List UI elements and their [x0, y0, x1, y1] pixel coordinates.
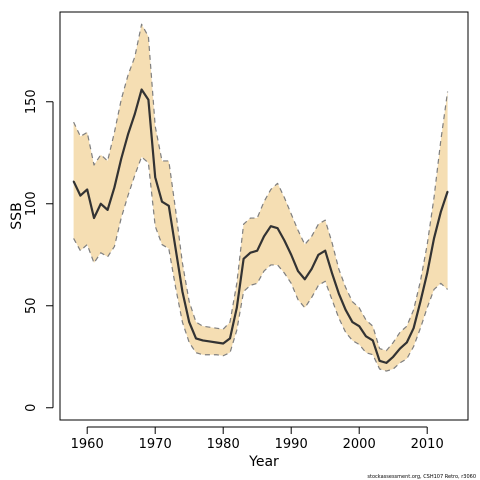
data-point [331, 272, 333, 274]
data-point [127, 133, 129, 136]
data-point [249, 251, 252, 254]
y-tick-label: 50 [24, 297, 39, 314]
data-point [372, 339, 374, 342]
data-point [324, 249, 327, 252]
data-point [147, 98, 150, 101]
data-point [195, 337, 197, 340]
data-point [236, 307, 238, 309]
data-point [93, 217, 95, 219]
data-point [358, 325, 361, 327]
data-point [242, 258, 245, 260]
y-tick-label: 150 [24, 89, 39, 114]
data-point [317, 253, 320, 256]
data-point [140, 88, 143, 91]
ssb-estimate-line [72, 88, 449, 364]
lower-bound-line [73, 156, 449, 372]
data-point [215, 341, 218, 344]
data-point [283, 239, 286, 242]
data-point [433, 237, 435, 240]
data-point [106, 209, 109, 211]
data-point [174, 247, 177, 250]
data-point [338, 292, 340, 295]
data-point [161, 200, 163, 203]
data-point [120, 158, 122, 160]
data-point [440, 211, 442, 213]
data-point [229, 337, 231, 340]
data-points [72, 88, 449, 364]
x-tick-label: 1970 [139, 437, 172, 452]
data-point [86, 188, 88, 191]
x-tick-label: 2000 [343, 437, 376, 452]
data-point [344, 309, 347, 311]
data-point [351, 321, 354, 323]
data-point [168, 205, 170, 207]
data-point [446, 190, 449, 193]
data-point [134, 113, 136, 115]
data-point [100, 202, 102, 205]
data-point [270, 225, 272, 227]
data-point [365, 335, 367, 338]
data-point [188, 321, 190, 323]
data-point [378, 360, 381, 362]
data-point [412, 327, 415, 330]
plot-frame [59, 11, 469, 421]
x-axis: 1960 1970 1980 1990 2000 2010 [71, 426, 444, 452]
data-point [297, 270, 299, 272]
y-axis: 0 50 100 150 [24, 89, 54, 412]
x-tick-label: 2010 [411, 437, 444, 452]
data-point [154, 176, 156, 179]
confidence-band [73, 24, 448, 372]
data-point [256, 249, 259, 252]
data-point [181, 290, 184, 293]
data-point [202, 339, 204, 342]
x-tick-label: 1960 [71, 437, 104, 452]
data-point [406, 341, 408, 344]
data-point [304, 278, 306, 281]
y-axis-label: SSB [9, 202, 25, 229]
data-point [426, 272, 429, 274]
data-point [310, 268, 313, 270]
data-point [392, 355, 395, 358]
data-point [113, 186, 116, 189]
x-tick-label: 1990 [275, 437, 308, 452]
data-point [72, 180, 75, 183]
data-point [290, 253, 293, 256]
y-tick-label: 100 [24, 191, 39, 216]
x-tick-label: 1980 [207, 437, 240, 452]
upper-bound-line [73, 23, 449, 352]
data-point [208, 340, 211, 343]
data-point [385, 362, 388, 364]
data-point [79, 194, 82, 197]
y-tick-label: 0 [24, 404, 39, 412]
credit-text: stockassessment.org, CSH107 Retro, r3060 [367, 474, 476, 480]
data-point [419, 300, 422, 303]
x-axis-label: Year [248, 454, 279, 470]
data-point [222, 342, 224, 345]
data-point [263, 235, 265, 238]
data-point [399, 347, 401, 350]
data-point [276, 227, 279, 230]
